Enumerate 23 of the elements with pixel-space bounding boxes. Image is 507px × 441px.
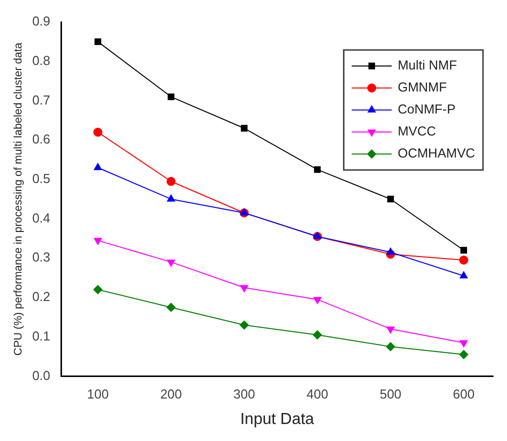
y-tick-label: 0.6 <box>32 132 50 147</box>
y-tick-label: 0.2 <box>32 289 50 304</box>
legend-label: Multi NMF <box>398 58 457 73</box>
x-tick-label: 200 <box>160 386 182 402</box>
y-tick-label: 0.3 <box>32 250 50 265</box>
legend-label: MVCC <box>398 124 436 139</box>
x-tick-label: 600 <box>452 386 475 402</box>
x-axis-title: Input Data <box>240 410 314 428</box>
y-tick-label: 0.9 <box>32 14 50 29</box>
y-tick-label: 0.8 <box>32 52 50 68</box>
x-tick-label: 400 <box>306 386 328 402</box>
y-tick-label: 0.1 <box>32 328 50 344</box>
y-axis-title: CPU (%) performance in processing of multi labeled cluster data <box>12 42 25 356</box>
legend-label: GMNMF <box>398 80 447 95</box>
x-tick-label: 300 <box>233 386 256 402</box>
y-tick-label: 0.7 <box>32 92 50 108</box>
legend-label: OCMHAMVC <box>398 146 476 161</box>
y-tick-label: 0.0 <box>32 368 50 383</box>
x-tick-label: 500 <box>380 386 402 402</box>
legend-label: CoNMF-P <box>398 102 456 117</box>
x-tick-label: 100 <box>87 386 109 402</box>
y-tick-label: 0.4 <box>32 210 50 226</box>
y-tick-label: 0.5 <box>32 171 50 186</box>
